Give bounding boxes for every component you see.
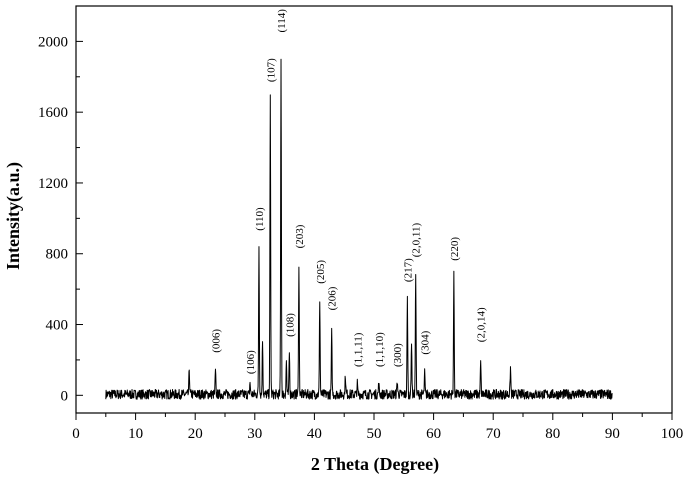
x-tick-label: 60	[426, 426, 441, 442]
peak-label: (1,1,10)	[374, 332, 386, 367]
x-tick-label: 0	[72, 426, 80, 442]
x-tick-label: 30	[247, 426, 262, 442]
peak-label: (203)	[294, 224, 306, 248]
peak-label: (300)	[392, 343, 404, 367]
y-tick-label: 1200	[38, 176, 68, 192]
y-tick-label: 800	[46, 247, 69, 263]
peak-label: (217)	[402, 258, 414, 282]
peak-label: (108)	[284, 313, 296, 337]
x-tick-label: 100	[661, 426, 684, 442]
y-axis-title: Intensity(a.u.)	[3, 162, 24, 270]
x-tick-label: 20	[188, 426, 203, 442]
x-tick-label: 50	[367, 426, 382, 442]
x-tick-label: 80	[545, 426, 560, 442]
y-axis: 0 400 800 1200 1600 2000	[38, 5, 83, 404]
x-tick-label: 90	[605, 426, 620, 442]
y-tick-label: 400	[46, 318, 69, 334]
x-axis-title: 2 Theta (Degree)	[311, 454, 439, 475]
peak-label: (304)	[420, 330, 432, 354]
peak-label: (106)	[245, 350, 257, 374]
x-tick-label: 10	[128, 426, 143, 442]
peak-label: (1,1,11)	[352, 332, 364, 367]
peak-label: (2,0,14)	[476, 307, 488, 342]
peak-label: (220)	[449, 237, 461, 261]
xrd-series-line	[105, 58, 613, 400]
peak-label: (006)	[211, 329, 223, 353]
peak-label: (107)	[265, 58, 277, 82]
x-tick-label: 40	[307, 426, 322, 442]
peak-label: (206)	[327, 286, 339, 310]
x-tick-label: 70	[486, 426, 501, 442]
y-tick-label: 2000	[38, 34, 68, 50]
x-axis: 0 10 20 30 40 50 60 70 80 90 100	[72, 413, 683, 442]
series-layer	[105, 58, 613, 400]
y-tick-label: 0	[61, 388, 69, 404]
peak-label: (2,0,11)	[411, 223, 423, 258]
peak-label: (114)	[276, 9, 288, 33]
peak-label: (110)	[254, 207, 266, 231]
y-tick-label: 1600	[38, 105, 68, 121]
peak-labels: (006) (106) (110) (107) (114) (108) (203) (205)…	[211, 9, 488, 374]
peak-label: (205)	[315, 260, 327, 284]
